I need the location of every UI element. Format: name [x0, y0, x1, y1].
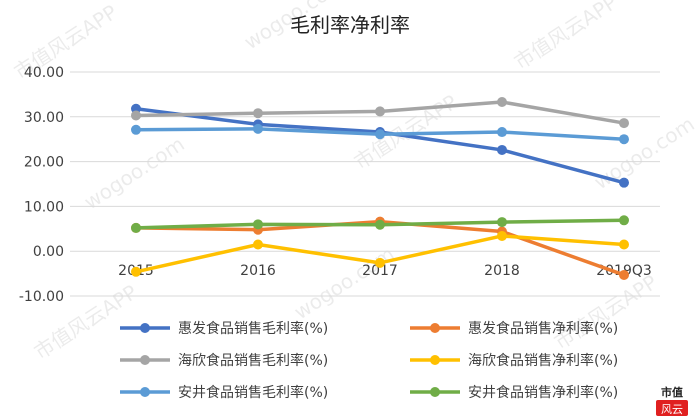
data-point — [375, 219, 385, 230]
brand-logo: 市值风云 — [656, 385, 688, 416]
y-tick-label: 40.00 — [24, 65, 64, 81]
data-point — [375, 106, 385, 117]
legend-item: 海欣食品销售毛利率(%) — [120, 352, 328, 369]
logo-badge — [656, 400, 688, 416]
legend-swatch-marker — [140, 355, 150, 365]
x-tick-label: 2016 — [240, 263, 276, 279]
series-layer — [131, 97, 629, 280]
data-point — [497, 97, 507, 108]
data-point — [131, 222, 141, 233]
legend-swatch-marker — [140, 387, 150, 397]
data-point — [131, 266, 141, 277]
legend: 惠发食品销售毛利率(%) 惠发食品销售净利率(%) 海欣食品销售毛利率(%) 海欣食品… — [120, 320, 618, 401]
data-point — [131, 110, 141, 121]
data-point — [375, 257, 385, 268]
legend-swatch-marker — [430, 355, 440, 365]
legend-item: 惠发食品销售净利率(%) — [410, 320, 618, 337]
x-tick-label: 2018 — [484, 263, 520, 279]
y-tick-label: 0.00 — [33, 244, 64, 260]
legend-label: 安井食品销售毛利率(%) — [178, 384, 328, 401]
legend-swatch-marker — [140, 323, 150, 333]
data-point — [375, 129, 385, 140]
data-point — [497, 230, 507, 241]
data-point — [619, 215, 629, 226]
logo-text-bottom: 风云 — [661, 403, 683, 416]
legend-swatch-marker — [430, 387, 440, 397]
legend-item: 安井食品销售净利率(%) — [410, 384, 618, 401]
legend-label: 海欣食品销售毛利率(%) — [178, 352, 328, 369]
legend-item: 海欣食品销售净利率(%) — [410, 352, 618, 369]
x-tick-label: 2017 — [362, 263, 398, 279]
data-point — [253, 108, 263, 119]
legend-item: 安井食品销售毛利率(%) — [120, 384, 328, 401]
legend-item: 惠发食品销售毛利率(%) — [120, 320, 328, 337]
watermark-text: wogoo.com — [80, 132, 189, 214]
data-point — [619, 134, 629, 145]
watermark-text: 市值风云APP — [510, 0, 622, 74]
data-point — [253, 123, 263, 134]
y-tick-label: 10.00 — [24, 199, 64, 215]
legend-label: 惠发食品销售毛利率(%) — [178, 320, 328, 337]
watermark-text: wogoo.com — [290, 242, 399, 324]
data-point — [131, 124, 141, 135]
series-5 — [131, 123, 629, 145]
data-point — [619, 118, 629, 129]
series-3 — [131, 97, 629, 129]
legend-label: 安井食品销售净利率(%) — [468, 384, 618, 401]
x-axis: 20152016201720182019Q3 — [118, 263, 652, 279]
data-point — [619, 177, 629, 188]
y-tick-label: -10.00 — [19, 289, 64, 305]
watermark-text: wogoo.com — [590, 112, 699, 194]
data-point — [619, 269, 629, 280]
legend-label: 惠发食品销售净利率(%) — [468, 320, 618, 337]
legend-label: 海欣食品销售净利率(%) — [468, 352, 618, 369]
series-4 — [131, 230, 629, 277]
y-tick-label: 20.00 — [24, 155, 64, 171]
y-axis: -10.00 0.00 10.00 20.00 30.00 40.00 — [19, 65, 64, 305]
series-6 — [131, 215, 629, 233]
data-point — [497, 127, 507, 138]
data-point — [253, 239, 263, 250]
legend-swatch-marker — [430, 323, 440, 333]
data-point — [497, 144, 507, 155]
data-point — [619, 239, 629, 250]
logo-text-top: 市值 — [661, 385, 683, 399]
chart-title: 毛利率净利率 — [290, 13, 410, 37]
data-point — [497, 217, 507, 228]
watermark-text: 市值风云APP — [550, 270, 662, 354]
data-point — [253, 219, 263, 230]
y-tick-label: 30.00 — [24, 110, 64, 126]
